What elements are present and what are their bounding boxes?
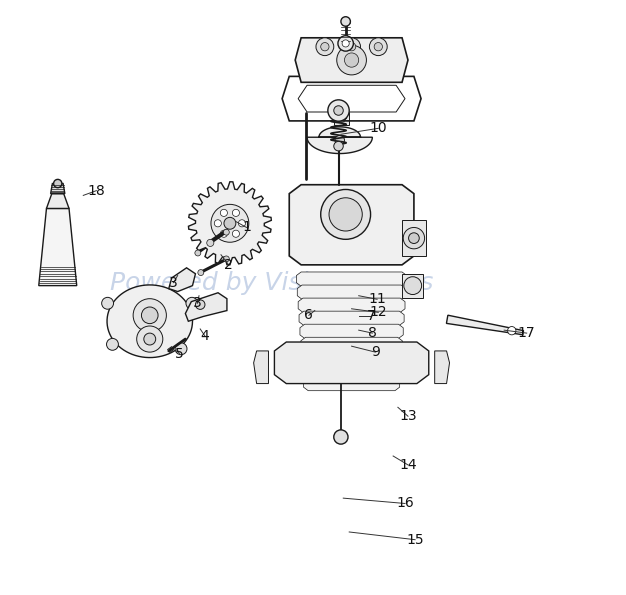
Text: 9: 9 (371, 345, 380, 359)
Polygon shape (274, 342, 429, 384)
Text: 17: 17 (518, 326, 535, 340)
Circle shape (341, 17, 351, 26)
Polygon shape (46, 193, 69, 208)
Text: 16: 16 (396, 496, 414, 511)
Circle shape (175, 343, 187, 355)
Polygon shape (51, 183, 65, 193)
Circle shape (144, 333, 156, 345)
Circle shape (334, 106, 343, 115)
Circle shape (54, 179, 62, 187)
Text: Powered by Vision Spares: Powered by Vision Spares (110, 271, 433, 295)
Circle shape (338, 36, 353, 51)
Text: 14: 14 (399, 458, 417, 472)
Circle shape (232, 230, 240, 237)
Text: 2: 2 (224, 258, 233, 272)
Polygon shape (402, 274, 423, 298)
Text: 12: 12 (369, 305, 387, 320)
Circle shape (220, 230, 227, 237)
Polygon shape (297, 285, 406, 299)
Text: 13: 13 (399, 409, 417, 423)
Text: 5: 5 (175, 347, 184, 361)
Polygon shape (295, 38, 408, 82)
Polygon shape (334, 111, 349, 126)
Polygon shape (304, 377, 399, 391)
Text: 7: 7 (367, 309, 376, 324)
Text: 10: 10 (369, 121, 387, 135)
Circle shape (211, 204, 249, 242)
Circle shape (239, 220, 245, 227)
Circle shape (329, 198, 362, 231)
Polygon shape (185, 293, 227, 321)
Text: 15: 15 (406, 533, 424, 547)
Text: 3: 3 (193, 296, 202, 311)
Circle shape (195, 300, 205, 309)
Polygon shape (188, 181, 271, 265)
Circle shape (369, 38, 387, 55)
Polygon shape (107, 285, 193, 358)
Circle shape (232, 209, 240, 217)
Circle shape (141, 307, 158, 324)
Circle shape (321, 43, 329, 51)
Circle shape (336, 102, 347, 114)
Polygon shape (307, 127, 372, 154)
Circle shape (186, 298, 198, 309)
Circle shape (347, 43, 356, 51)
Circle shape (335, 136, 344, 145)
Polygon shape (299, 311, 404, 325)
Circle shape (344, 53, 359, 67)
Polygon shape (254, 351, 269, 384)
Polygon shape (434, 351, 449, 384)
Circle shape (198, 270, 204, 275)
Polygon shape (169, 268, 195, 292)
Polygon shape (39, 208, 77, 286)
Circle shape (342, 40, 349, 47)
Text: 18: 18 (88, 184, 105, 198)
Polygon shape (298, 298, 405, 312)
Circle shape (403, 227, 424, 249)
Circle shape (321, 189, 371, 239)
Circle shape (220, 209, 227, 217)
Circle shape (106, 339, 118, 350)
Circle shape (374, 43, 382, 51)
Text: 11: 11 (368, 292, 386, 306)
Circle shape (136, 326, 163, 352)
Polygon shape (446, 315, 523, 335)
Circle shape (316, 38, 334, 55)
Text: 6: 6 (304, 308, 313, 322)
Circle shape (223, 229, 229, 235)
Polygon shape (302, 364, 401, 378)
Polygon shape (301, 337, 403, 352)
Circle shape (207, 239, 214, 246)
Polygon shape (302, 350, 401, 365)
Circle shape (337, 114, 346, 123)
Circle shape (133, 299, 167, 332)
Polygon shape (289, 184, 414, 265)
Circle shape (195, 250, 201, 256)
Circle shape (214, 220, 222, 227)
Circle shape (224, 217, 236, 229)
Circle shape (337, 45, 366, 75)
Text: 8: 8 (368, 326, 377, 340)
Polygon shape (298, 85, 405, 112)
Circle shape (328, 100, 349, 121)
Circle shape (334, 142, 343, 151)
Text: 3: 3 (169, 275, 178, 290)
Circle shape (342, 38, 361, 55)
Polygon shape (296, 272, 407, 286)
Circle shape (223, 256, 229, 262)
Text: 1: 1 (242, 221, 251, 234)
Circle shape (409, 233, 419, 243)
Polygon shape (402, 220, 426, 256)
Circle shape (101, 298, 113, 309)
Circle shape (339, 105, 344, 111)
Circle shape (334, 430, 348, 444)
Text: 4: 4 (200, 329, 209, 343)
Polygon shape (300, 324, 403, 339)
Circle shape (404, 277, 422, 295)
Circle shape (508, 327, 516, 335)
